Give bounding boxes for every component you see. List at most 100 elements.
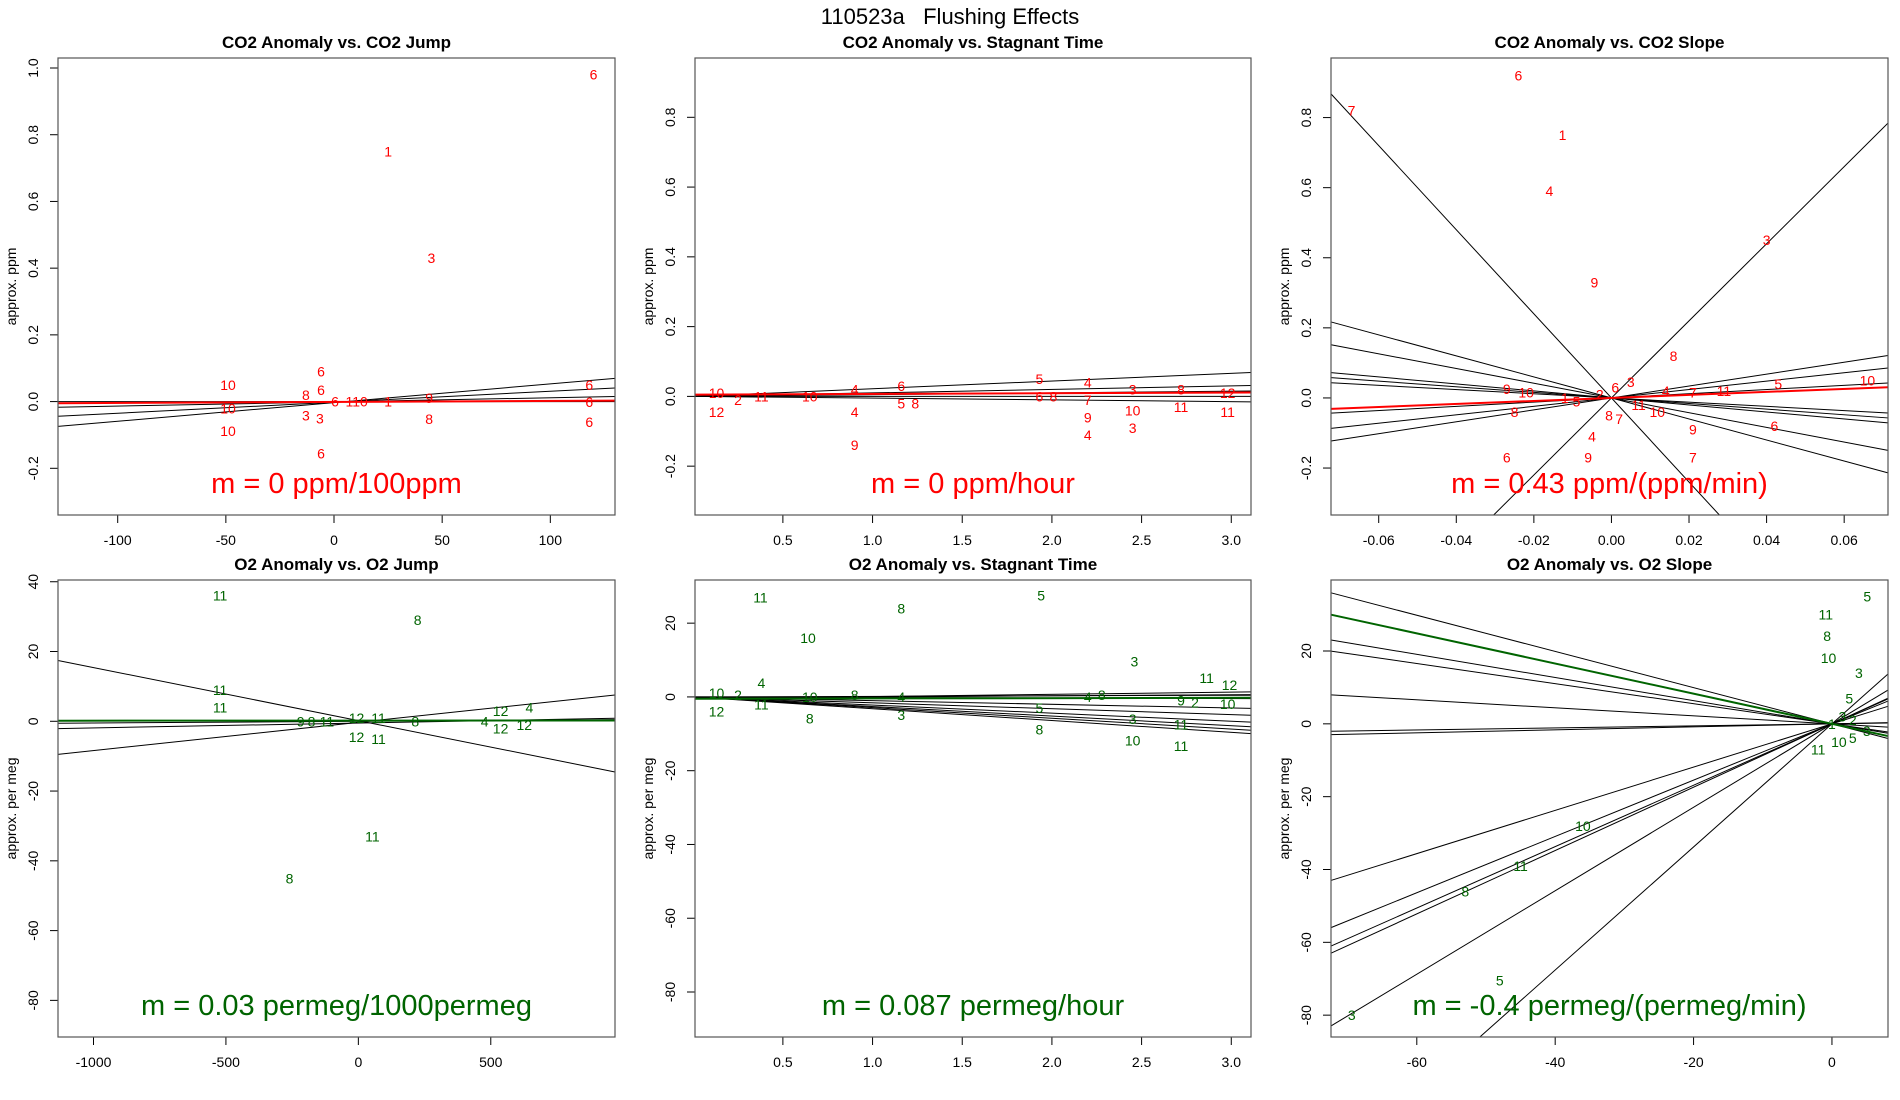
y-tick-label: -60	[1298, 932, 1314, 952]
point-label: 11	[1818, 607, 1833, 623]
point-label: 3	[302, 408, 310, 424]
y-axis-label: approx. ppm	[640, 248, 656, 326]
y-tick-label: 20	[662, 615, 678, 631]
y-tick-label: 0.6	[1298, 178, 1314, 198]
slope-annotation: m = 0.43 ppm/(ppm/min)	[1451, 468, 1768, 500]
point-label: 2	[734, 687, 742, 703]
point-label: 3	[1129, 711, 1137, 727]
point-label: 6	[590, 67, 598, 83]
y-tick-label: -80	[662, 982, 678, 1002]
regression-line	[1330, 689, 1889, 1027]
x-tick-label: -0.02	[1518, 532, 1550, 548]
y-tick-label: 0.0	[1298, 388, 1314, 408]
point-label: 1	[384, 143, 392, 159]
point-label: 10	[1831, 734, 1847, 750]
point-label: 9	[1503, 381, 1511, 397]
regression-line	[57, 659, 616, 773]
panel-title: O2 Anomaly vs. O2 Jump	[234, 555, 438, 574]
y-tick-label: 0.6	[662, 177, 678, 197]
y-axis-label: approx. ppm	[3, 248, 19, 326]
overall-fit-line	[1330, 613, 1889, 738]
x-tick-label: 100	[539, 532, 563, 548]
point-label: 12	[1222, 677, 1238, 693]
plot-frame	[57, 579, 616, 1038]
point-label: 10	[1125, 402, 1141, 418]
point-label: 5	[1774, 376, 1782, 392]
point-label: 12	[493, 703, 509, 719]
point-label: 11	[1717, 383, 1732, 399]
point-label: 11	[753, 589, 768, 605]
x-tick-label: 0.5	[773, 532, 793, 548]
y-axis-label: approx. per meg	[640, 758, 656, 860]
point-label: 6	[1503, 450, 1511, 466]
panel-1: CO2 Anomaly vs. CO2 Jump -100 -50 0 50 100 -0.…	[3, 33, 616, 548]
x-tick-label: 0	[1828, 1054, 1836, 1070]
point-label: 7	[1348, 103, 1356, 119]
x-tick-label: 2.0	[1042, 1054, 1062, 1070]
overall-fit-line	[57, 399, 616, 405]
point-label: 8	[911, 395, 919, 411]
point-label: 9	[425, 390, 433, 406]
y-tick-label: 40	[25, 574, 41, 590]
y-tick-label: -60	[25, 920, 41, 940]
point-label: 3	[1129, 420, 1137, 436]
point-label: 110	[346, 394, 369, 410]
y-tick-label: 0.2	[25, 325, 41, 345]
plot-frame	[694, 57, 1252, 516]
point-label: 1	[384, 394, 392, 410]
point-label: 5	[1037, 587, 1045, 603]
x-tick-label: 0	[354, 1054, 362, 1070]
y-tick-label: 0.6	[25, 191, 41, 211]
point-label: 8	[411, 713, 419, 729]
y-tick-label: 0.0	[25, 392, 41, 412]
point-label: 8	[851, 687, 859, 703]
x-tick-label: 0.04	[1753, 532, 1780, 548]
x-tick-label: 1.0	[863, 532, 883, 548]
point-label: 3	[1131, 654, 1139, 670]
regression-line	[694, 696, 1252, 716]
point-label: 6	[897, 378, 905, 394]
point-label: 1	[1559, 127, 1567, 143]
y-tick-label: 0.8	[662, 107, 678, 127]
x-tick-label: 0.06	[1831, 532, 1858, 548]
point-label: 6	[585, 414, 593, 430]
x-tick-label: -40	[1545, 1054, 1565, 1070]
y-tick-label: -60	[662, 908, 678, 928]
x-tick-label: 0.5	[773, 1054, 793, 1070]
point-label: 4	[1662, 383, 1670, 399]
point-label: 2	[1596, 386, 1604, 402]
point-label: 10	[1518, 385, 1534, 401]
point-label: 12	[1220, 385, 1236, 401]
regression-line	[694, 395, 1252, 403]
y-tick-label: -0.2	[25, 456, 41, 480]
y-tick-label: 20	[1298, 643, 1314, 659]
point-label: 10	[1125, 732, 1141, 748]
y-tick-label: -20	[25, 781, 41, 801]
point-label: 3	[1763, 232, 1771, 248]
point-label: 3	[897, 707, 905, 723]
point-label: 8	[1823, 628, 1831, 644]
slope-annotation: m = -0.4 permeg/(permeg/min)	[1412, 990, 1806, 1022]
point-label: 12	[349, 710, 365, 726]
y-tick-label: -0.2	[1298, 456, 1314, 480]
point-label: 3	[316, 410, 324, 426]
point-label: 6	[331, 394, 339, 410]
regression-line	[694, 696, 1252, 731]
point-label: 4	[1588, 428, 1596, 444]
point-label: 10	[1649, 404, 1665, 420]
point-label: 6	[317, 382, 325, 398]
y-axis-label: approx. per meg	[1276, 758, 1292, 860]
y-tick-label: 0.8	[25, 125, 41, 145]
point-label: 11	[365, 828, 380, 844]
y-tick-label: -20	[662, 760, 678, 780]
regression-line	[57, 694, 616, 755]
y-tick-label: -0.2	[662, 454, 678, 478]
regression-line	[1493, 122, 1889, 516]
point-label: 3	[1348, 1007, 1356, 1023]
point-label: 10	[220, 401, 236, 417]
point-label: 10	[1821, 650, 1837, 666]
